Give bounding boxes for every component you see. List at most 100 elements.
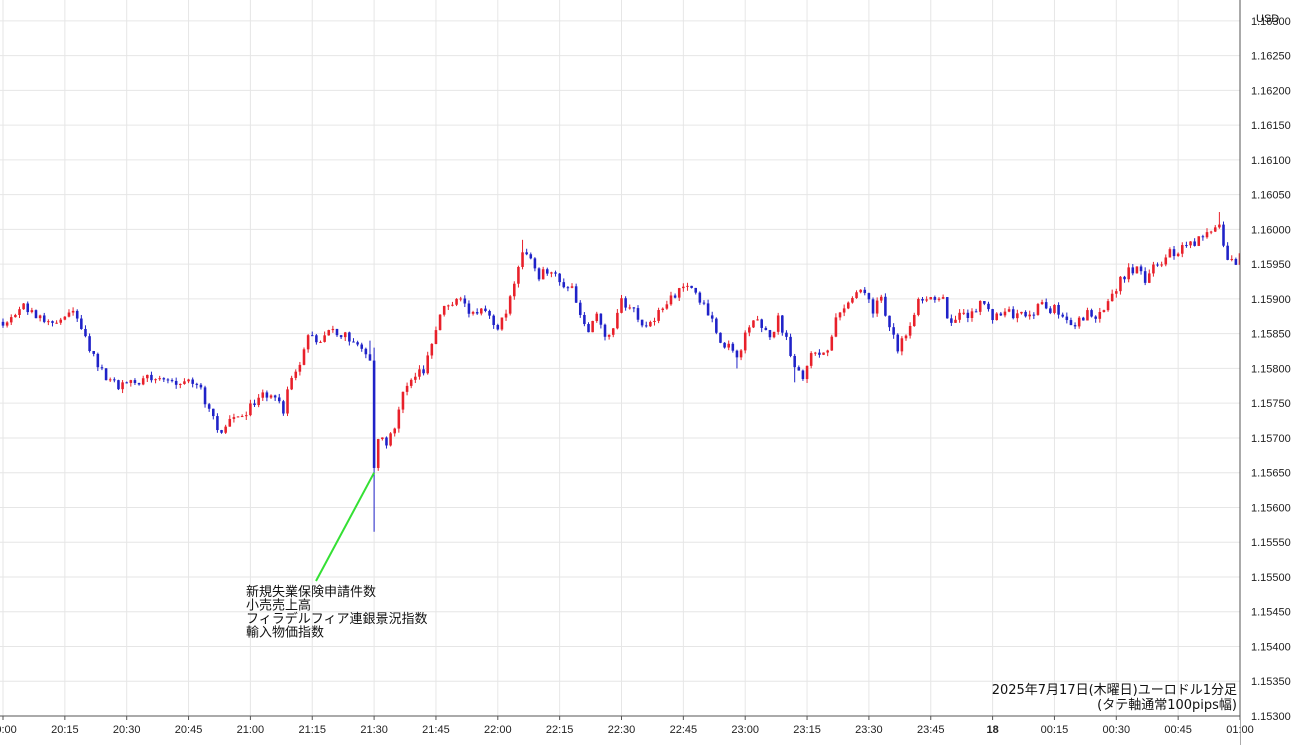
candle-body (847, 302, 850, 309)
candle-body (702, 302, 706, 304)
candle-body (224, 426, 227, 433)
candle-body (492, 315, 495, 326)
candle-body (859, 289, 862, 293)
candle-body (277, 397, 281, 402)
candle-body (426, 355, 429, 374)
candle-body (900, 338, 904, 352)
candle-body (760, 319, 763, 328)
candle-body (768, 330, 772, 338)
candle-body (513, 283, 516, 297)
candle-body (162, 378, 166, 380)
candle-body (447, 305, 450, 307)
candle-body (5, 322, 9, 326)
candle-body (409, 379, 413, 386)
candle-body (1131, 267, 1135, 274)
candle-body (220, 430, 223, 433)
candle-body (459, 298, 462, 300)
candle-body (1, 321, 5, 326)
candle-body (566, 287, 570, 289)
candle-body (1007, 309, 1011, 312)
candle-body (1226, 245, 1229, 260)
candle-body (368, 354, 372, 361)
candle-body (356, 342, 359, 345)
candle-body (954, 319, 957, 323)
candle-body (137, 383, 141, 385)
candle-body (500, 317, 504, 330)
x-tick-label: 22:15 (546, 724, 574, 736)
candle-body (467, 303, 471, 314)
x-tick-label: 22:45 (670, 724, 698, 736)
price-axis-panel (1240, 0, 1300, 745)
candle-body (261, 392, 265, 398)
candle-body (1218, 224, 1221, 228)
candle-body (772, 331, 776, 338)
x-tick-label: 20:45 (175, 724, 203, 736)
candle-body (677, 288, 681, 298)
candle-body (376, 439, 380, 468)
candle-body (306, 335, 310, 350)
candle-body (1053, 304, 1056, 313)
candle-body (925, 299, 928, 301)
candle-body (1234, 258, 1238, 265)
candle-body (545, 269, 549, 274)
candle-body (26, 303, 30, 313)
candle-body (595, 313, 599, 321)
candle-body (657, 310, 660, 321)
candle-body (785, 332, 788, 337)
candle-body (706, 303, 710, 316)
candle-body (896, 334, 900, 352)
candle-body (463, 298, 467, 304)
candle-body (195, 383, 199, 385)
candle-body (405, 385, 409, 392)
candle-body (970, 311, 974, 318)
x-tick-label: 23:45 (917, 724, 945, 736)
candle-body (904, 335, 908, 339)
candle-body (1077, 317, 1081, 327)
candle-body (974, 311, 978, 313)
candle-body (1073, 325, 1077, 327)
candle-body (735, 350, 739, 358)
candle-body (38, 315, 42, 319)
candle-body (929, 297, 933, 300)
candle-body (339, 335, 343, 338)
candle-body (121, 382, 124, 390)
candle-body (1011, 309, 1015, 319)
candle-body (294, 371, 298, 378)
candle-body (414, 376, 417, 380)
candle-body (966, 312, 970, 318)
candle-body (834, 317, 838, 337)
y-tick-label: 1.15350 (1251, 676, 1291, 688)
candle-body (228, 418, 232, 427)
candle-body (937, 298, 941, 300)
x-tick-label: 23:15 (793, 724, 821, 736)
candle-body (203, 387, 207, 405)
candle-body (216, 416, 219, 431)
x-tick-label: 21:00 (237, 724, 265, 736)
candle-body (236, 416, 240, 418)
y-tick-label: 1.15750 (1251, 398, 1291, 410)
candle-body (554, 272, 557, 274)
candle-body (851, 298, 854, 303)
y-tick-label: 1.15700 (1251, 433, 1291, 445)
candle-body (80, 318, 83, 329)
candle-body (117, 380, 120, 390)
candle-body (108, 379, 112, 381)
candle-body (978, 301, 982, 312)
candle-body (265, 392, 269, 398)
candle-body (381, 437, 384, 440)
y-tick-label: 1.15300 (1251, 711, 1291, 723)
candle-body (921, 299, 924, 301)
candle-body (723, 342, 726, 348)
candle-body (75, 310, 79, 319)
candle-body (830, 336, 834, 351)
candle-body (1180, 245, 1184, 254)
x-tick-label: 21:45 (422, 724, 450, 736)
candle-body (1135, 266, 1139, 274)
candle-body (879, 296, 883, 301)
candle-body (1148, 273, 1151, 283)
candle-body (179, 383, 182, 385)
y-tick-label: 1.15850 (1251, 329, 1291, 341)
candle-body (917, 299, 920, 315)
candle-body (739, 350, 743, 358)
